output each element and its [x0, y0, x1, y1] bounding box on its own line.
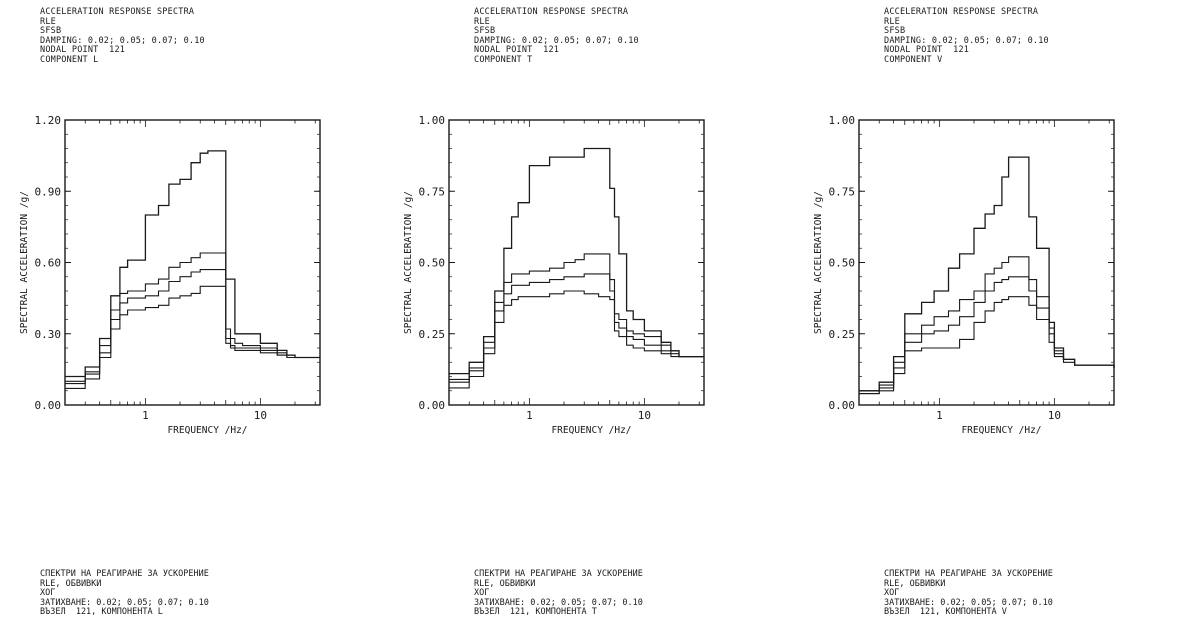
- footer-line: ЗАТИХВАНЕ: 0.02; 0.05; 0.07; 0.10: [474, 597, 643, 608]
- y-tick-label: 0.30: [35, 328, 62, 341]
- header-line: COMPONENT V: [884, 54, 943, 65]
- footer-line: ХОГ: [40, 588, 56, 598]
- y-tick-label: 0.00: [829, 399, 856, 412]
- panel-t: ACCELERATION RESPONSE SPECTRA RLE SFSB D…: [474, 0, 854, 633]
- footer-line: ЗАТИХВАНЕ: 0.02; 0.05; 0.07; 0.10: [40, 597, 209, 608]
- x-axis-label: FREQUENCY /Hz/: [167, 425, 247, 436]
- x-tick-label: 10: [638, 409, 651, 422]
- footer-line: ХОГ: [474, 588, 490, 598]
- series-line-2: [859, 256, 1115, 392]
- footer-line: ХОГ: [884, 588, 900, 598]
- header-line: ACCELERATION RESPONSE SPECTRA: [40, 7, 195, 17]
- chart-component-v: 0.00 0.25 0.50 0.75 1.00 1 10 FREQUENCY /Hz/SPE…: [813, 114, 1115, 436]
- y-axis-label: SPECTRAL ACCELERATION /g/: [403, 191, 414, 334]
- footer-line: СПЕКТРИ НА РЕАГИРАНЕ ЗА УСКОРЕНИЕ: [884, 569, 1053, 579]
- panel-l: ACCELERATION RESPONSE SPECTRA RLE SFSB D…: [19, 0, 420, 633]
- y-tick-label: 0.00: [419, 399, 446, 412]
- series-line-1: [449, 147, 704, 375]
- footer-line: RLE, ОБВИВКИ: [474, 578, 536, 589]
- y-axis-label: SPECTRAL ACCELERATION /g/: [19, 191, 30, 334]
- y-tick-label: 0.75: [419, 185, 446, 198]
- panel-v: ACCELERATION RESPONSE SPECTRA RLE SFSB D…: [884, 0, 1193, 633]
- series-line-4: [449, 290, 704, 389]
- header-line: RLE: [474, 16, 490, 27]
- plot-frame: [448, 119, 705, 406]
- series-line-3: [449, 273, 704, 383]
- y-tick-label: 0.60: [35, 257, 62, 270]
- footer-block: СПЕКТРИ НА РЕАГИРАНЕ ЗА УСКОРЕНИЕ RLE, О…: [40, 569, 209, 618]
- x-tick-label: 10: [254, 409, 267, 422]
- header-line: RLE: [40, 16, 56, 27]
- header-line: NODAL POINT 121: [884, 45, 970, 55]
- footer-line: СПЕКТРИ НА РЕАГИРАНЕ ЗА УСКОРЕНИЕ: [40, 569, 209, 579]
- y-tick-label: 0.50: [829, 257, 856, 270]
- y-tick-label: 0.50: [419, 257, 446, 270]
- header-line: SFSB: [884, 26, 906, 36]
- y-axis-label: SPECTRAL ACCELERATION /g/: [813, 191, 824, 334]
- y-tick-label: 0.90: [35, 185, 62, 198]
- y-tick-label: 1.00: [419, 114, 446, 127]
- header-line: DAMPING: 0.02; 0.05; 0.07; 0.10: [40, 35, 205, 46]
- series-line-1: [65, 150, 320, 378]
- footer-line: ВЪЗЕЛ 121, КОМПОНЕНТА T: [474, 607, 597, 617]
- x-tick-label: 10: [1048, 409, 1061, 422]
- footer-line: ЗАТИХВАНЕ: 0.02; 0.05; 0.07; 0.10: [884, 597, 1053, 608]
- y-tick-label: 0.25: [419, 328, 446, 341]
- footer-line: ВЪЗЕЛ 121, КОМПОНЕНТА V: [884, 607, 1007, 617]
- header-block: ACCELERATION RESPONSE SPECTRA RLE SFSB D…: [40, 7, 205, 65]
- header-line: RLE: [884, 16, 900, 27]
- series-line-2: [449, 253, 704, 380]
- footer-line: СПЕКТРИ НА РЕАГИРАНЕ ЗА УСКОРЕНИЕ: [474, 569, 643, 579]
- series-line-3: [65, 269, 320, 385]
- x-tick-label: 1: [936, 409, 943, 422]
- y-tick-label: 1.20: [35, 114, 62, 127]
- footer-line: RLE, ОБВИВКИ: [884, 578, 946, 589]
- header-line: SFSB: [474, 26, 496, 36]
- series-line-3: [859, 276, 1115, 395]
- header-line: COMPONENT L: [40, 54, 99, 65]
- x-axis-label: FREQUENCY /Hz/: [551, 425, 631, 436]
- y-tick-label: 0.25: [829, 328, 856, 341]
- series-line-4: [859, 296, 1115, 395]
- header-line: SFSB: [40, 26, 62, 36]
- footer-block: СПЕКТРИ НА РЕАГИРАНЕ ЗА УСКОРЕНИЕ RLE, О…: [884, 569, 1053, 618]
- chart-component-l: 0.00 0.30 0.60 0.90 1.20 1 10 FREQUENCY /Hz/SPE…: [19, 114, 321, 436]
- header-block: ACCELERATION RESPONSE SPECTRA RLE SFSB D…: [884, 7, 1049, 65]
- footer-block: СПЕКТРИ НА РЕАГИРАНЕ ЗА УСКОРЕНИЕ RLE, О…: [474, 569, 643, 618]
- y-tick-label: 0.75: [829, 185, 856, 198]
- x-tick-label: 1: [526, 409, 533, 422]
- footer-line: RLE, ОБВИВКИ: [40, 578, 102, 589]
- header-line: DAMPING: 0.02; 0.05; 0.07; 0.10: [884, 35, 1049, 46]
- x-tick-label: 1: [142, 409, 149, 422]
- series-line-4: [65, 285, 320, 389]
- header-block: ACCELERATION RESPONSE SPECTRA RLE SFSB D…: [474, 7, 639, 65]
- chart-component-t: 0.00 0.25 0.50 0.75 1.00 1 10 FREQUENCY /Hz/SPE…: [403, 114, 705, 436]
- header-line: ACCELERATION RESPONSE SPECTRA: [884, 7, 1039, 17]
- y-tick-label: 0.00: [35, 399, 62, 412]
- series-line-1: [859, 156, 1115, 392]
- header-line: COMPONENT T: [474, 54, 533, 65]
- header-line: ACCELERATION RESPONSE SPECTRA: [474, 7, 629, 17]
- header-line: NODAL POINT 121: [474, 45, 560, 55]
- x-axis-label: FREQUENCY /Hz/: [961, 425, 1041, 436]
- y-tick-label: 1.00: [829, 114, 856, 127]
- footer-line: ВЪЗЕЛ 121, КОМПОНЕНТА L: [40, 607, 163, 617]
- header-line: DAMPING: 0.02; 0.05; 0.07; 0.10: [474, 35, 639, 46]
- header-line: NODAL POINT 121: [40, 45, 126, 55]
